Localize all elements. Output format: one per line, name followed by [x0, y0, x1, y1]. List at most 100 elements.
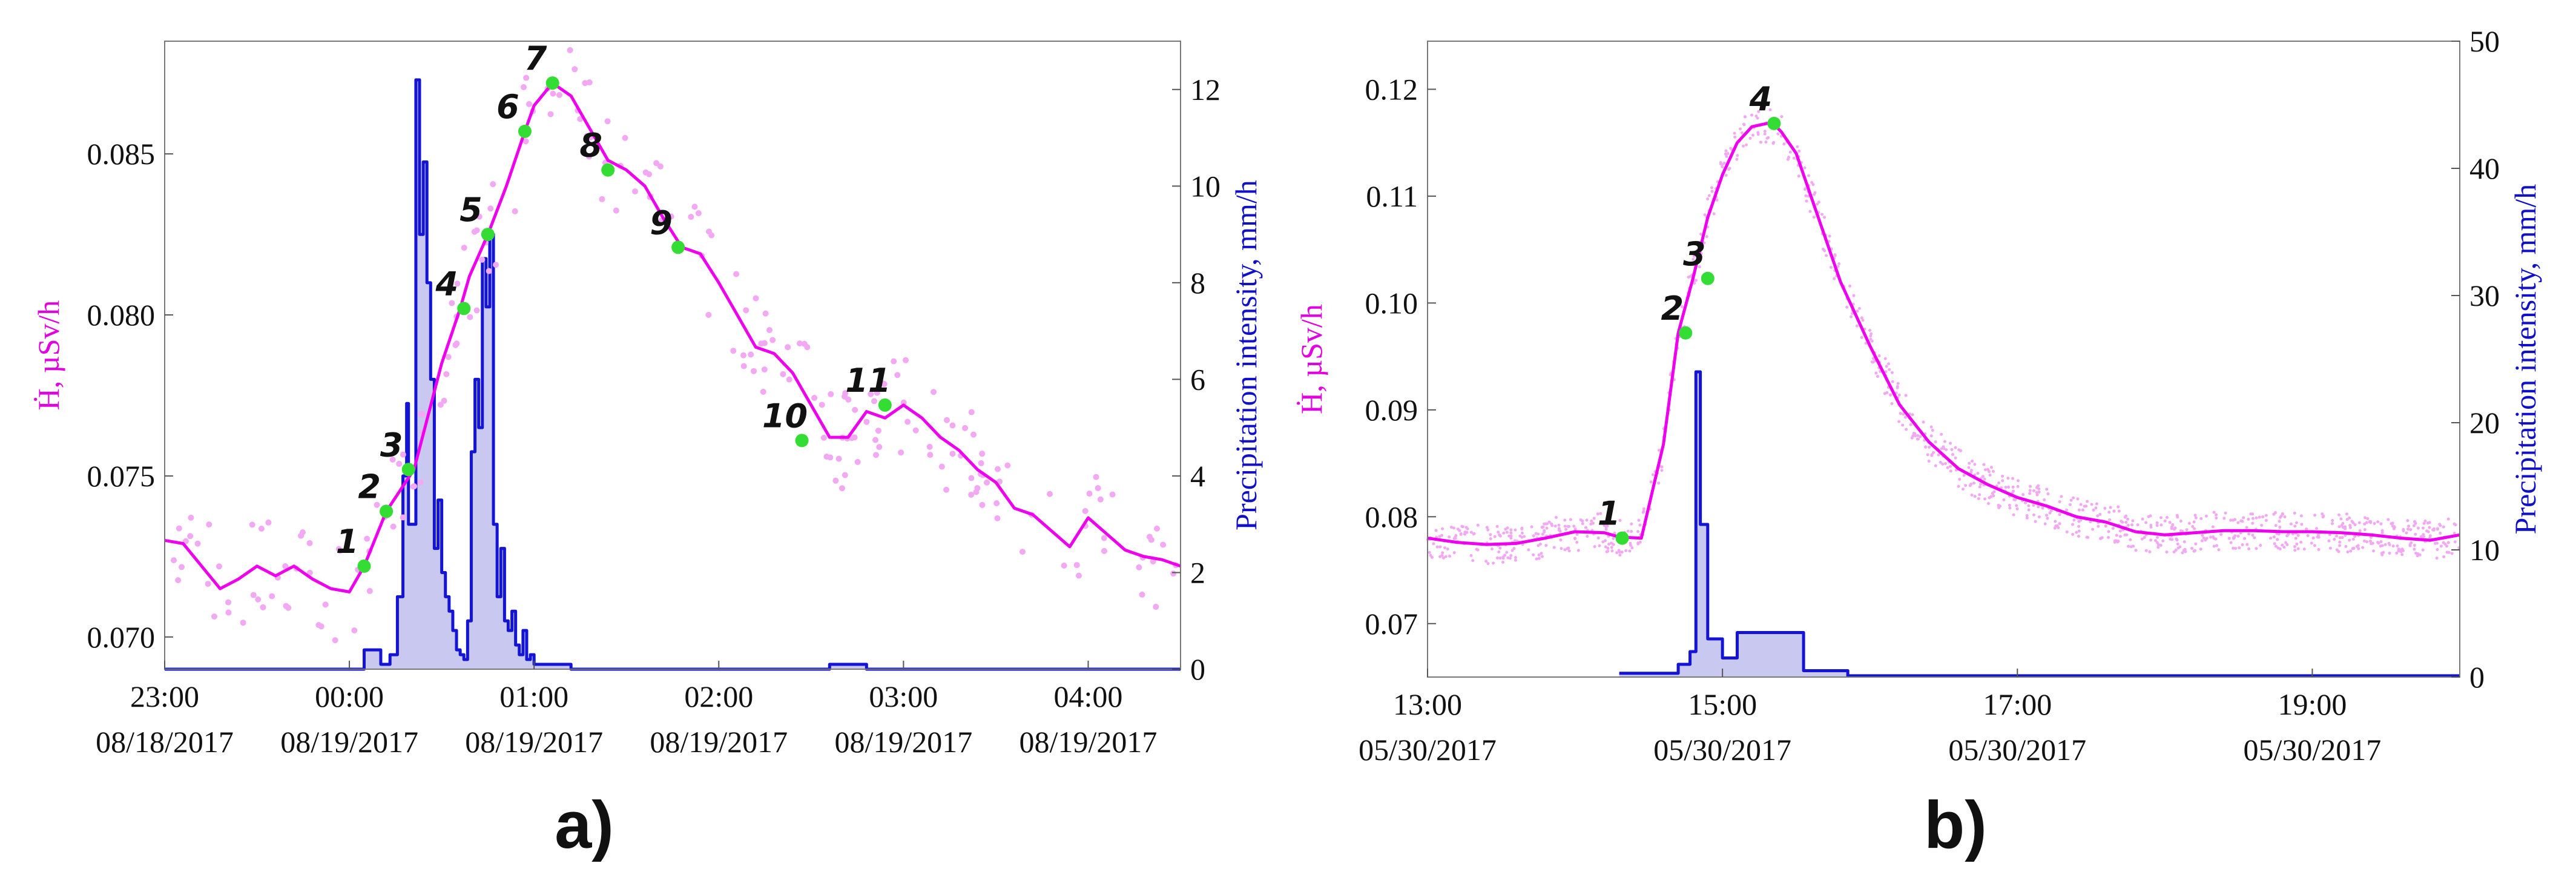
dose-measurement-point — [1729, 147, 1733, 150]
dose-measurement-point — [1486, 528, 1490, 532]
dose-measurement-point — [1884, 370, 1888, 374]
x-tick-time: 03:00 — [869, 679, 938, 713]
dose-measurement-point — [521, 84, 527, 90]
dose-measurement-point — [2233, 518, 2237, 521]
dose-measurement-point — [1705, 235, 1708, 239]
left-axis-title: Ḣ, µSv/h — [31, 300, 65, 411]
dose-measurement-point — [1509, 554, 1513, 557]
x-tick-time: 02:00 — [684, 679, 753, 713]
dose-measurement-point — [2091, 527, 2095, 531]
dose-measurement-point — [1538, 543, 1542, 546]
dose-measurement-point — [2380, 544, 2384, 547]
dose-measurement-point — [2046, 492, 2050, 496]
dose-measurement-point — [1463, 532, 1466, 536]
dose-measurement-point — [1454, 534, 1458, 537]
event-label-4: 4 — [435, 265, 458, 303]
dose-measurement-point — [1596, 512, 1599, 516]
dose-measurement-point — [748, 351, 754, 358]
dose-measurement-point — [2236, 521, 2240, 524]
dose-measurement-point — [1532, 534, 1535, 538]
event-label-2: 2 — [1661, 289, 1684, 328]
dose-measurement-point — [2357, 547, 2360, 550]
dose-measurement-point — [1484, 560, 1488, 563]
dose-measurement-point — [743, 307, 749, 314]
panel-label: b) — [1924, 788, 1987, 862]
x-tick-date: 05/30/2017 — [1948, 733, 2086, 767]
dose-measurement-point — [761, 340, 768, 346]
dose-measurement-point — [1899, 412, 1902, 415]
dose-measurement-point — [2182, 540, 2186, 544]
dose-measurement-point — [2273, 511, 2277, 514]
dose-measurement-point — [2132, 544, 2135, 548]
dose-measurement-point — [2278, 520, 2281, 523]
dose-measurement-point — [1902, 412, 1905, 416]
dose-measurement-point — [2179, 529, 2182, 533]
dose-measurement-point — [2012, 513, 2015, 517]
dose-measurement-point — [2238, 546, 2241, 550]
dose-measurement-point — [631, 188, 638, 195]
dose-measurement-point — [1605, 521, 1609, 525]
event-label-1: 1 — [336, 523, 359, 561]
dose-measurement-point — [1537, 553, 1541, 557]
dose-measurement-point — [2348, 538, 2351, 542]
dose-measurement-point — [868, 391, 874, 397]
dose-measurement-point — [2104, 524, 2107, 528]
dose-measurement-point — [1905, 428, 1908, 431]
dose-measurement-point — [2131, 519, 2135, 523]
dose-measurement-point — [449, 300, 455, 306]
right-tick-label: 8 — [1190, 266, 1205, 300]
dose-measurement-point — [2212, 544, 2216, 548]
dose-measurement-point — [2278, 547, 2282, 550]
dose-measurement-point — [2407, 524, 2411, 528]
dose-measurement-point — [1944, 461, 1948, 465]
dose-measurement-point — [1698, 265, 1701, 269]
dose-measurement-point — [2247, 517, 2250, 521]
dose-measurement-point — [1642, 509, 1645, 513]
dose-measurement-point — [2243, 537, 2247, 540]
dose-measurement-point — [335, 546, 342, 552]
x-tick-time: 13:00 — [1393, 687, 1462, 721]
dose-measurement-point — [2299, 514, 2303, 518]
dose-measurement-point — [2058, 513, 2061, 517]
dose-measurement-point — [2232, 536, 2236, 540]
dose-measurement-point — [2310, 541, 2313, 545]
dose-measurement-point — [1170, 570, 1177, 577]
dose-measurement-point — [1988, 496, 1991, 500]
dose-measurement-point — [2345, 512, 2348, 516]
dose-measurement-point — [547, 111, 554, 117]
x-tick-date: 08/19/2017 — [834, 725, 972, 759]
dose-measurement-point — [2273, 542, 2276, 546]
dose-measurement-point — [282, 563, 289, 569]
dose-measurement-point — [1934, 464, 1937, 468]
dose-measurement-point — [1825, 254, 1828, 257]
dose-measurement-point — [2421, 548, 2425, 552]
dose-measurement-point — [1860, 316, 1863, 320]
precipitation-line — [1619, 370, 2460, 678]
dose-measurement-point — [1693, 254, 1696, 258]
dose-measurement-point — [1540, 526, 1544, 529]
dose-measurement-point — [1448, 554, 1452, 558]
dose-measurement-point — [1833, 277, 1836, 280]
event-label-3: 3 — [380, 426, 403, 464]
dose-measurement-point — [1932, 451, 1935, 454]
dose-measurement-point — [1139, 591, 1145, 598]
dose-measurement-point — [1019, 549, 1026, 555]
dose-measurement-point — [2046, 517, 2049, 520]
dose-measurement-point — [1820, 213, 1824, 216]
dose-measurement-point — [2376, 520, 2380, 524]
dose-measurement-point — [2156, 535, 2159, 539]
dose-measurement-point — [1493, 535, 1497, 538]
dose-measurement-point — [1983, 468, 1987, 472]
dose-measurement-point — [943, 486, 950, 493]
dose-measurement-point — [2089, 520, 2092, 524]
dose-measurement-point — [2261, 515, 2265, 518]
dose-measurement-point — [2149, 523, 2153, 527]
dose-measurement-point — [1897, 393, 1901, 397]
x-tick-date: 05/30/2017 — [2244, 733, 2382, 767]
dose-measurement-point — [2406, 527, 2410, 531]
left-tick-label: 0.075 — [87, 459, 156, 493]
dose-measurement-point — [740, 352, 747, 359]
dose-measurement-point — [1945, 448, 1948, 452]
dose-measurement-point — [1797, 174, 1800, 178]
dose-measurement-point — [2317, 535, 2321, 539]
